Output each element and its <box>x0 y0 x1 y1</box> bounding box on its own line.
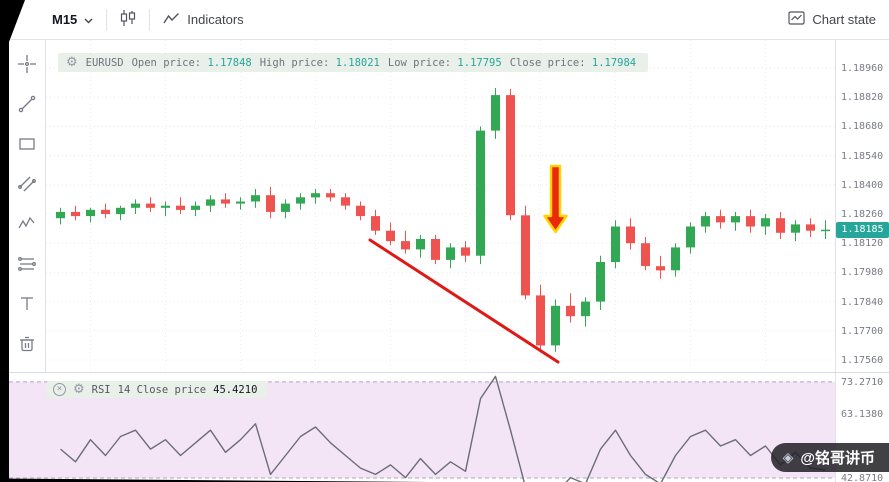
rsi-axis-label: 42.8710 <box>841 472 884 482</box>
price-axis-label: 1.17560 <box>841 355 884 366</box>
rsi-value: 45.4210 <box>213 383 258 396</box>
open-label: Open price: <box>131 56 202 69</box>
price-axis[interactable]: 1.18185 1.18960 1.18820 1.18680 1.18540 1.18… <box>835 40 889 482</box>
price-axis-label: 1.18540 <box>841 150 884 162</box>
price-axis-label: 1.18400 <box>841 179 884 191</box>
price-axis-label: 1.17840 <box>841 296 884 308</box>
chart-state-icon <box>788 11 806 28</box>
timeframe-label: M15 <box>52 12 78 27</box>
price-axis-label: 1.17700 <box>841 325 884 337</box>
candlestick-series <box>56 88 830 353</box>
position-lines-icon <box>17 254 37 279</box>
low-value: 1.17795 <box>457 56 502 69</box>
sidebar-tool-trash[interactable] <box>12 326 42 366</box>
chart-type-button[interactable] <box>107 0 149 39</box>
price-axis-label: 1.18120 <box>841 238 884 250</box>
close-value: 1.17984 <box>591 56 637 69</box>
sidebar-tool-rectangle[interactable] <box>12 126 42 166</box>
trash-icon <box>17 334 37 359</box>
symbol-label: EURUSD <box>85 56 124 69</box>
price-axis-label: 1.17980 <box>841 267 884 279</box>
gear-icon[interactable]: ⚙ <box>66 55 78 70</box>
down-arrow-annotation[interactable] <box>543 164 568 234</box>
sidebar-tool-wave[interactable] <box>12 206 42 246</box>
drawing-tools-sidebar <box>9 40 46 372</box>
rsi-line <box>60 375 826 482</box>
sidebar-tool-fib-lines[interactable] <box>12 166 42 206</box>
text-tool-icon <box>17 294 37 319</box>
candlestick-chart-icon <box>120 9 136 30</box>
toolbar-right-group: Chart state <box>775 0 889 39</box>
rsi-header: × ⚙ RSI 14 Close price 45.4210 <box>47 381 268 398</box>
main-chart-pane[interactable]: ⚙ EURUSD Open price: 1.17848 High price:… <box>46 40 835 372</box>
fib-lines-icon <box>17 174 37 199</box>
toolbar-divider <box>149 8 151 31</box>
timeframe-selector[interactable]: M15 <box>39 0 106 39</box>
video-frame-edge <box>0 0 9 482</box>
rsi-settings: 14 Close price <box>117 383 207 396</box>
rsi-axis-label: 63.1380 <box>841 408 884 420</box>
high-label: High price: <box>259 56 330 69</box>
rsi-axis-label: 73.2710 <box>841 376 884 388</box>
rsi-pane[interactable]: × ⚙ RSI 14 Close price 45.4210 <box>9 373 835 482</box>
close-icon[interactable]: × <box>53 383 66 396</box>
chart-state-button[interactable]: Chart state <box>775 0 889 39</box>
price-axis-label: 1.18680 <box>841 121 884 133</box>
channel-watermark: ◈ @铭哥讲币 <box>770 443 889 472</box>
close-label: Close price: <box>509 56 586 69</box>
current-price-tag: 1.18185 <box>836 221 889 238</box>
high-value: 1.18021 <box>335 56 380 69</box>
price-axis-label: 1.18960 <box>841 63 884 74</box>
toolbar-left-group: M15 <box>39 0 257 39</box>
price-axis-label: 1.18260 <box>841 209 884 220</box>
sidebar-tool-crosshair[interactable] <box>12 46 42 86</box>
diamond-logo-icon: ◈ <box>782 449 794 466</box>
indicators-button[interactable]: Indicators <box>150 0 256 39</box>
indicators-icon <box>163 12 180 28</box>
trend-line-icon <box>17 94 37 119</box>
chart-state-label: Chart state <box>812 12 876 27</box>
video-frame-bottom <box>0 478 430 482</box>
gear-icon[interactable]: ⚙ <box>73 382 85 397</box>
trendline-annotation[interactable] <box>368 238 560 364</box>
top-toolbar: M15 <box>9 0 889 40</box>
watermark-text: @铭哥讲币 <box>800 450 875 467</box>
rsi-name: RSI <box>91 383 111 396</box>
candlestick-chart <box>46 40 835 372</box>
crosshair-icon <box>17 54 37 79</box>
price-axis-label: 1.18820 <box>841 92 884 104</box>
rectangle-icon <box>17 134 37 159</box>
low-label: Low price: <box>387 56 452 69</box>
ohlc-legend: ⚙ EURUSD Open price: 1.17848 High price:… <box>58 53 649 72</box>
pane-separator[interactable] <box>9 372 889 373</box>
sidebar-tool-trend-line[interactable] <box>12 86 42 126</box>
sidebar-tool-text[interactable] <box>12 286 42 326</box>
wave-icon <box>17 214 37 239</box>
toolbar-divider <box>106 8 108 31</box>
chevron-down-icon <box>84 12 93 27</box>
open-value: 1.17848 <box>207 56 252 69</box>
indicators-label: Indicators <box>187 12 244 27</box>
sidebar-tool-position-lines[interactable] <box>12 246 42 286</box>
